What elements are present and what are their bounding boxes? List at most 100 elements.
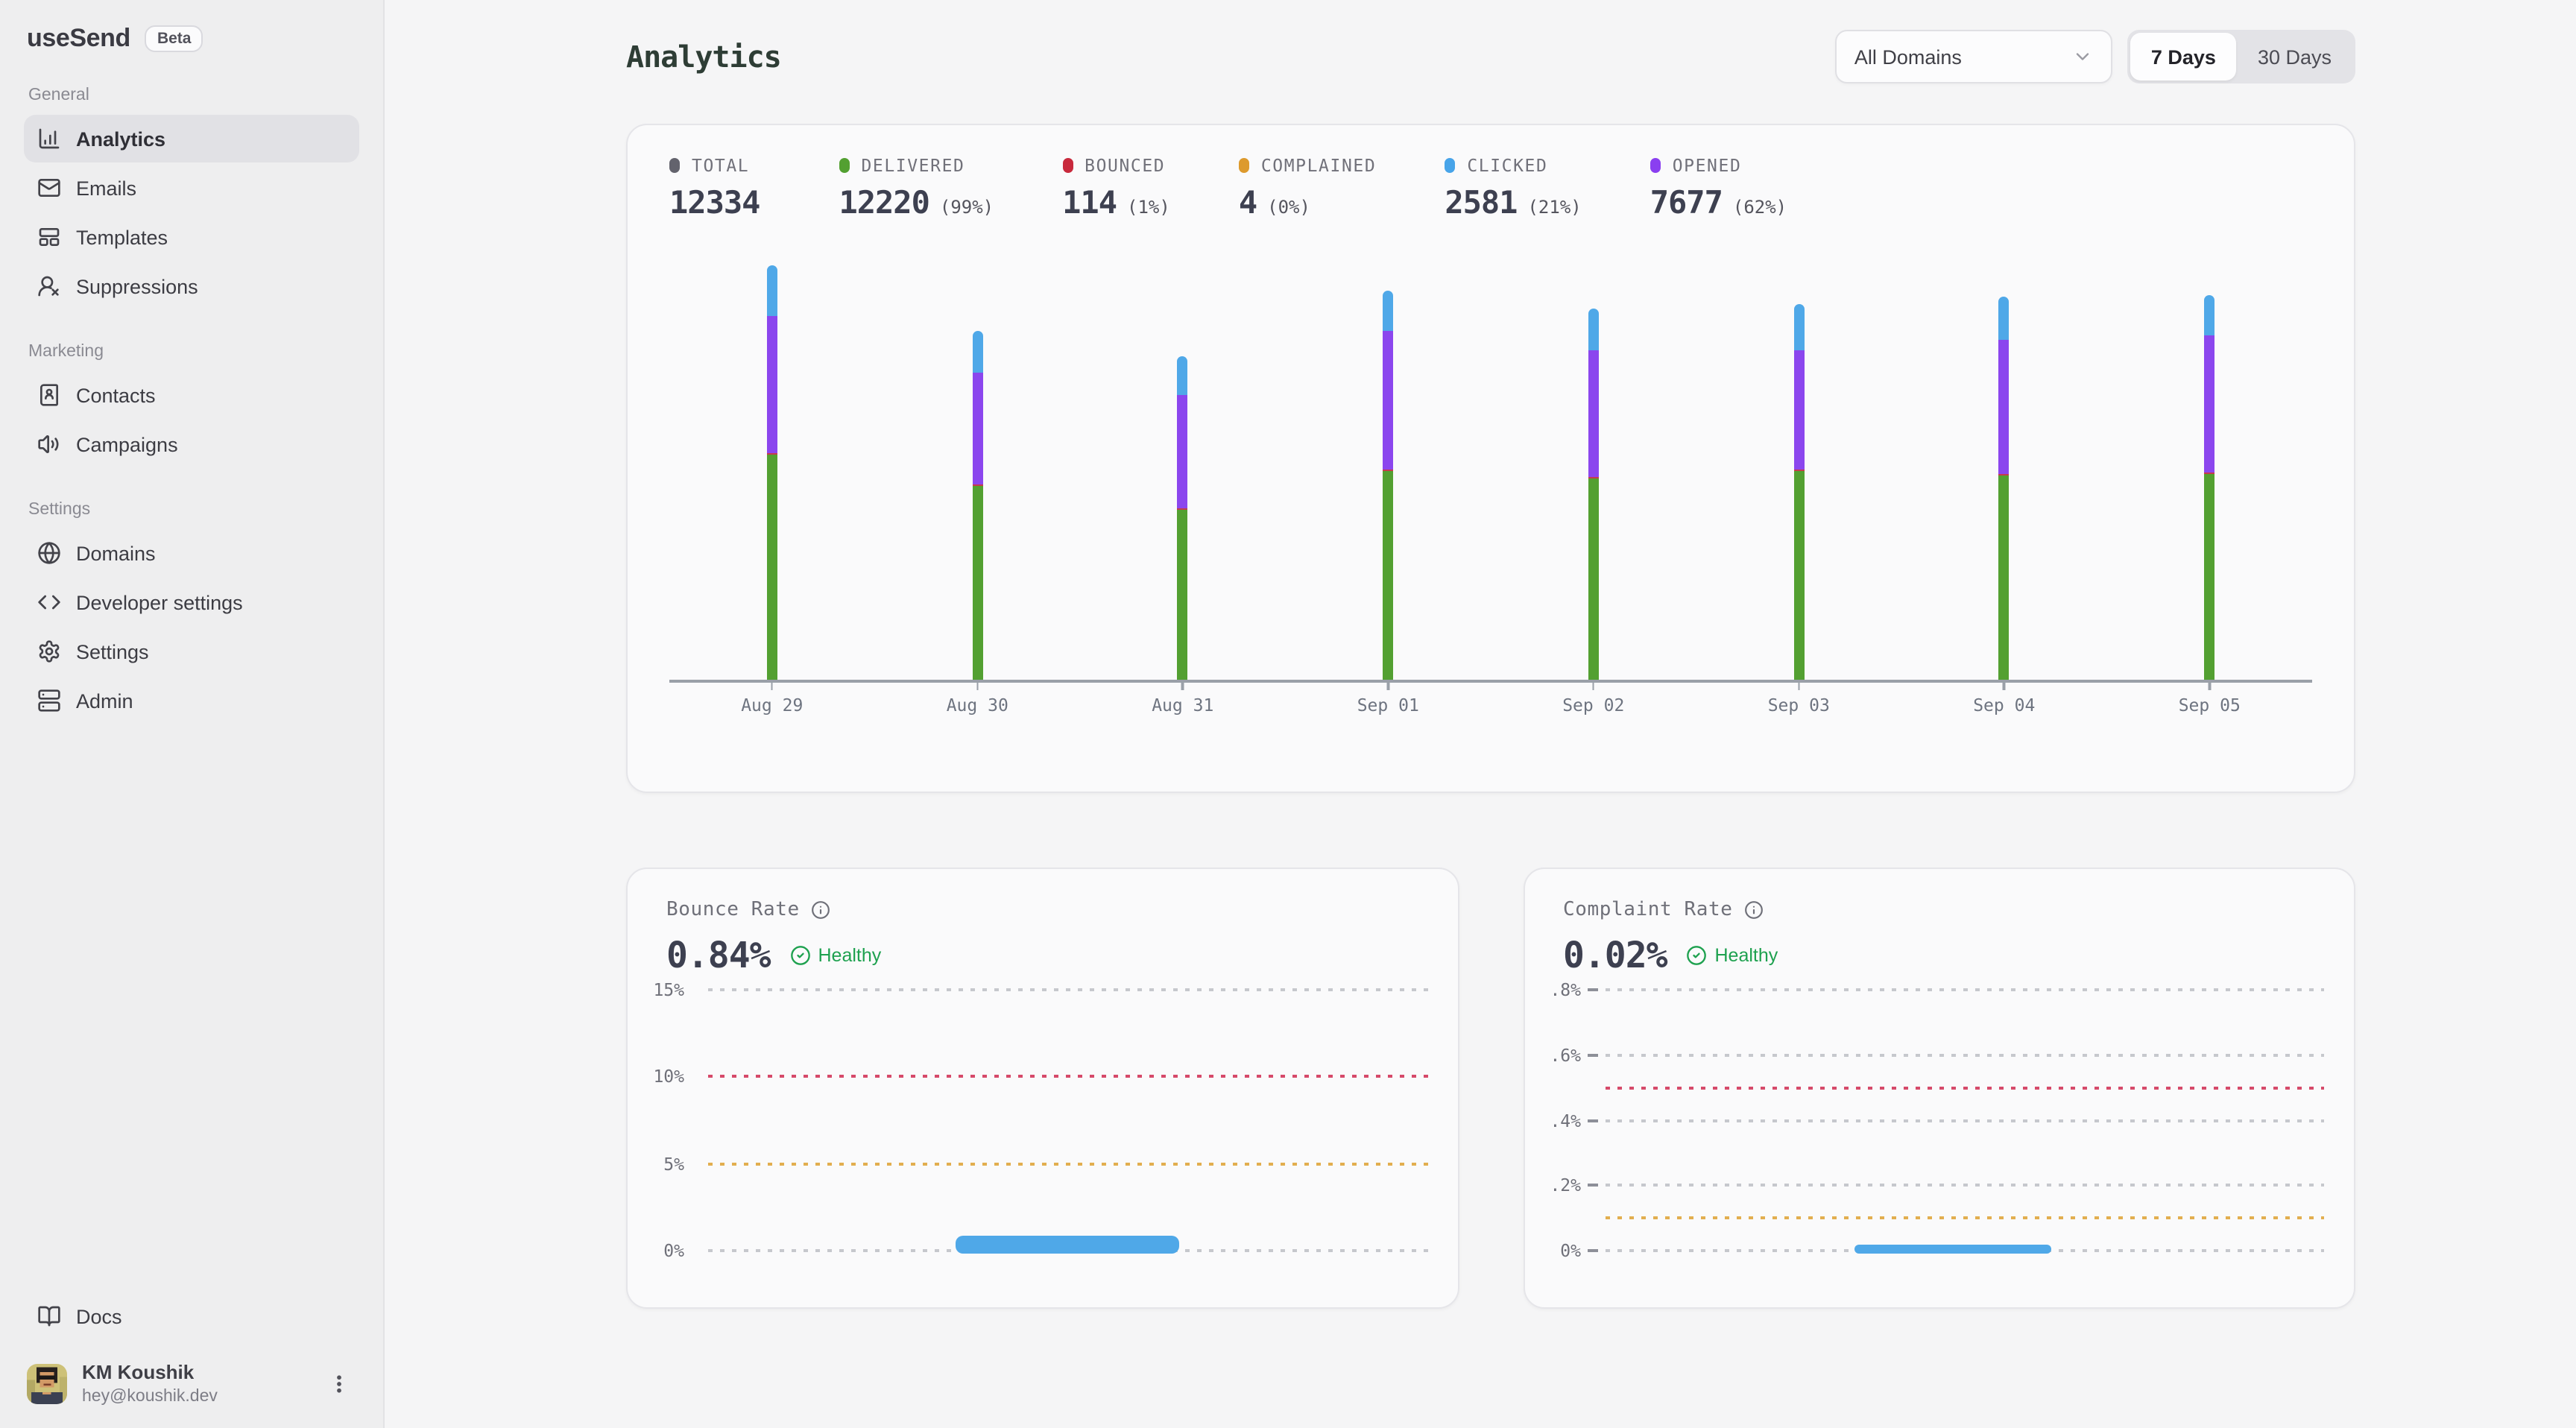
stat-percent: (21%) <box>1527 197 1582 218</box>
x-axis-line <box>669 680 2312 683</box>
bar-segment-opened <box>2204 335 2215 473</box>
stacked-bar-aug-31 <box>1177 356 1188 680</box>
beta-badge: Beta <box>145 25 203 52</box>
bar-segment-bounced <box>1793 470 1805 472</box>
complaint-status-label: Healthy <box>1714 945 1778 966</box>
sidebar-item-suppressions[interactable]: Suppressions <box>24 262 359 310</box>
x-axis-tick <box>2003 683 2006 690</box>
bar-plot <box>669 265 2312 683</box>
gridline-10 <box>708 1075 1427 1078</box>
gridline-red <box>1605 1086 2324 1090</box>
sidebar-item-label: Domains <box>76 542 156 564</box>
bar-segment-clicked <box>1177 356 1188 395</box>
avatar <box>27 1364 67 1405</box>
bar-segment-bounced <box>972 484 983 486</box>
check-circle-icon <box>790 946 810 965</box>
user-menu-button[interactable] <box>322 1367 356 1401</box>
bar-segment-clicked <box>1588 309 1599 351</box>
main-content: Analytics All Domains 7 Days 30 Days TOTA… <box>385 0 2576 1428</box>
info-icon[interactable] <box>1745 900 1764 920</box>
stacked-bar-sep-02 <box>1588 309 1599 680</box>
stat-value-row: 12334 <box>669 185 770 221</box>
x-axis-label: Sep 03 <box>1767 695 1830 715</box>
info-icon[interactable] <box>812 900 831 920</box>
sidebar-nav: General Analytics Emails Templates Suppressi… <box>24 54 359 726</box>
range-option-30-days[interactable]: 30 Days <box>2237 33 2352 80</box>
gridline-8 <box>1605 988 2324 991</box>
user-x-icon <box>37 274 61 298</box>
user-name: KM Koushik <box>82 1361 195 1384</box>
bar-segment-clicked <box>1793 304 1805 350</box>
app-logo: useSend <box>27 24 130 52</box>
complaint-rate-title-row: Complaint Rate <box>1563 899 2315 921</box>
sidebar-item-campaigns[interactable]: Campaigns <box>24 420 359 468</box>
sidebar-item-analytics[interactable]: Analytics <box>24 115 359 162</box>
sidebar-item-contacts[interactable]: Contacts <box>24 371 359 419</box>
stat-label: COMPLAINED <box>1260 155 1377 176</box>
sidebar: useSend Beta General Analytics Emails Templ… <box>0 0 385 1428</box>
stat-dot-icon <box>669 158 680 173</box>
stat-percent: (1%) <box>1127 197 1170 218</box>
user-row[interactable]: KM Koushik hey@koushik.dev <box>24 1359 359 1410</box>
complaint-series-area <box>1854 1244 2051 1253</box>
sidebar-item-developer-settings[interactable]: Developer settings <box>24 578 359 626</box>
complaint-rate-value-row: 0.02% Healthy <box>1563 935 2315 976</box>
x-axis-label: Aug 30 <box>946 695 1008 715</box>
logo-row: useSend Beta <box>24 21 359 54</box>
x-axis-tick <box>1797 683 1800 690</box>
bar-chart-icon <box>37 127 61 151</box>
gear-icon <box>37 639 61 663</box>
sidebar-item-label: Developer settings <box>76 591 243 613</box>
complaint-rate-chart: .8% .6% .4% .2% 0% <box>1539 979 2330 1277</box>
sidebar-item-label: Admin <box>76 689 133 712</box>
sidebar-item-label: Suppressions <box>76 275 198 297</box>
sidebar-item-templates[interactable]: Templates <box>24 213 359 261</box>
y-axis-label: 10% <box>653 1066 684 1087</box>
bar-segment-opened <box>1177 394 1188 508</box>
sidebar-item-admin[interactable]: Admin <box>24 677 359 724</box>
bar-segment-clicked <box>972 330 983 373</box>
bar-segment-bounced <box>766 452 777 455</box>
x-axis-label: Sep 01 <box>1357 695 1419 715</box>
stat-value: 12334 <box>669 185 760 221</box>
stat-header: CLICKED <box>1445 155 1581 176</box>
stat-percent: (0%) <box>1267 197 1310 218</box>
stat-value-row: 12220 (99%) <box>839 185 994 221</box>
contact-book-icon <box>37 383 61 407</box>
section-label-general: General <box>28 86 89 104</box>
check-circle-icon <box>1687 946 1707 965</box>
bounce-series-area <box>956 1236 1180 1253</box>
x-axis-tick <box>1181 683 1184 690</box>
sidebar-item-docs[interactable]: Docs <box>24 1293 359 1341</box>
domain-filter-select[interactable]: All Domains <box>1834 30 2112 83</box>
range-option-7-days[interactable]: 7 Days <box>2130 33 2237 80</box>
stat-header: COMPLAINED <box>1238 155 1377 176</box>
section-label-settings: Settings <box>28 501 91 519</box>
bounce-rate-value: 0.84% <box>666 935 771 976</box>
gridline-15 <box>708 988 1427 991</box>
mail-icon <box>37 176 61 200</box>
gridline-5 <box>708 1162 1427 1166</box>
stat-percent: (62%) <box>1732 197 1787 218</box>
y-axis-label: 0% <box>1560 1240 1581 1261</box>
book-open-icon <box>37 1305 61 1329</box>
y-axis-tick <box>1587 988 1597 991</box>
stat-value-row: 4 (0%) <box>1239 185 1377 221</box>
sidebar-item-emails[interactable]: Emails <box>24 164 359 212</box>
stat-delivered: DELIVERED 12220 (99%) <box>839 155 994 221</box>
y-axis-label: .2% <box>1550 1175 1581 1196</box>
sidebar-item-settings[interactable]: Settings <box>24 628 359 675</box>
ellipsis-vertical-icon <box>337 1375 341 1394</box>
bounce-rate-value-row: 0.84% Healthy <box>666 935 1418 976</box>
stat-complained: COMPLAINED 4 (0%) <box>1238 155 1377 221</box>
sidebar-item-label: Templates <box>76 226 168 248</box>
code-icon <box>37 590 61 614</box>
sidebar-bottom: Docs <box>24 1293 359 1410</box>
sidebar-item-domains[interactable]: Domains <box>24 529 359 577</box>
y-axis-label: 0% <box>663 1240 684 1261</box>
rate-cards-row: Bounce Rate 0.84% Healthy 15% 10% 5% 0% Co <box>626 868 2355 1309</box>
bar-segment-bounced <box>2204 472 2215 474</box>
bounce-rate-title-row: Bounce Rate <box>666 899 1418 921</box>
gridline-2 <box>1605 1184 2324 1187</box>
y-axis-label: 15% <box>653 979 684 1000</box>
